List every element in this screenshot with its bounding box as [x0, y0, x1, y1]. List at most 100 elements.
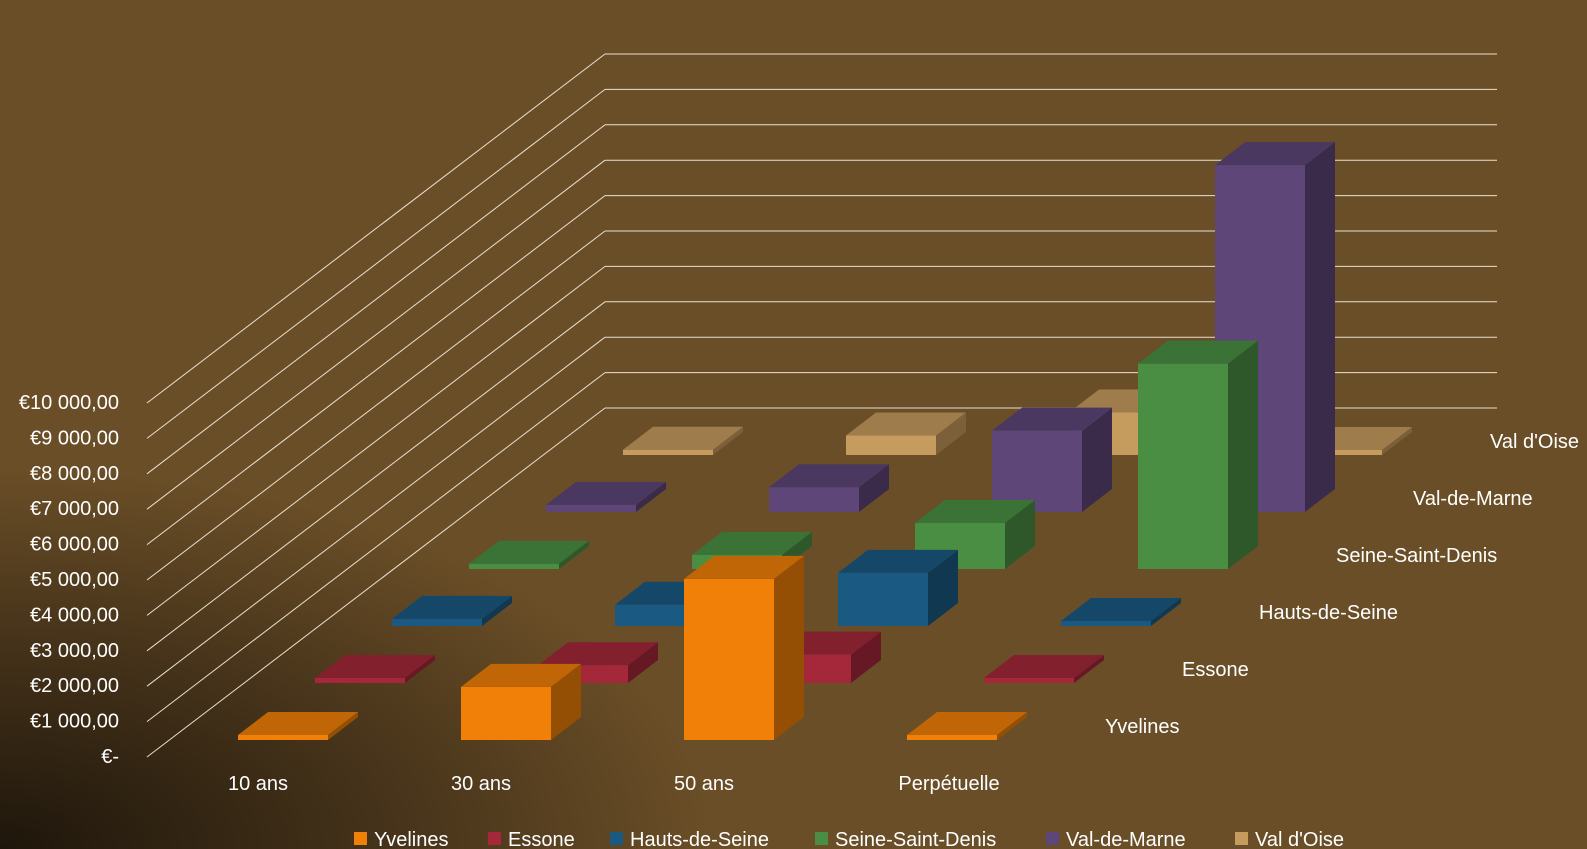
- y-tick-label: €2 000,00: [30, 675, 119, 697]
- bar-front: [238, 735, 328, 740]
- bar-front: [684, 578, 774, 740]
- gridline-side: [146, 195, 606, 545]
- bar-val-de-marne-50-ans: [992, 407, 1112, 512]
- bar-side: [997, 712, 1027, 740]
- legend-label: Yvelines: [374, 829, 449, 849]
- bar-essone-perpetuelle: [984, 655, 1104, 683]
- bar-front: [1061, 621, 1151, 626]
- bar-top: [1138, 340, 1258, 364]
- bar-front: [984, 678, 1074, 683]
- bar-yvelines-perpetuelle: [907, 712, 1027, 740]
- bar-seine-saint-denis-perpetuelle: [1138, 340, 1258, 569]
- legend-swatch: [1235, 832, 1248, 845]
- series-axis-label: Seine-Saint-Denis: [1336, 545, 1497, 567]
- series-axis-label: Hauts-de-Seine: [1259, 602, 1398, 624]
- bar-top: [915, 499, 1035, 523]
- bar-side: [1082, 407, 1112, 512]
- bar-side: [851, 631, 881, 683]
- x-tick-label: 30 ans: [451, 773, 511, 795]
- x-tick-label: 10 ans: [228, 773, 288, 795]
- legend-item-yvelines: Yvelines: [354, 829, 449, 849]
- y-tick-label: €4 000,00: [30, 604, 119, 626]
- bar-top: [846, 412, 966, 436]
- bar-side: [1005, 499, 1035, 569]
- bar-front: [315, 678, 405, 683]
- bar-side: [936, 412, 966, 455]
- bar-side: [1305, 142, 1335, 512]
- bar-side: [551, 663, 581, 740]
- legend-item-essone: Essone: [488, 829, 575, 849]
- bar-hauts-de-seine-10-ans: [392, 595, 512, 626]
- bar-seine-saint-denis-10-ans: [469, 540, 589, 569]
- bar-val-de-marne-30-ans: [769, 464, 889, 512]
- gridlines: [146, 53, 1497, 758]
- y-tick-label: €3 000,00: [30, 640, 119, 662]
- bar-top: [1215, 142, 1335, 166]
- legend-swatch: [610, 832, 623, 845]
- bar-top: [992, 407, 1112, 431]
- bar-yvelines-50-ans: [684, 555, 804, 740]
- bar-side: [1382, 427, 1412, 455]
- legend-label: Val d'Oise: [1255, 829, 1344, 849]
- legend-label: Hauts-de-Seine: [630, 829, 769, 849]
- bar-top: [1061, 598, 1181, 621]
- bar-val-de-marne-10-ans: [546, 481, 666, 512]
- gridline-side: [146, 159, 606, 510]
- bar-side: [559, 540, 589, 569]
- bar-side: [1074, 655, 1104, 683]
- legend-item-seine-saint-denis: Seine-Saint-Denis: [815, 829, 996, 849]
- bar-front: [846, 435, 936, 455]
- gridline-side: [146, 53, 606, 404]
- bar-top: [684, 555, 804, 579]
- bar-front: [461, 686, 551, 740]
- bar-top: [769, 464, 889, 488]
- bar-front: [469, 563, 559, 569]
- bar-side: [636, 481, 666, 512]
- bar-val-d-oise-30-ans: [846, 412, 966, 455]
- gridline-side: [146, 407, 606, 758]
- legend-swatch: [488, 832, 501, 845]
- bar-side: [859, 464, 889, 512]
- bar-hauts-de-seine-50-ans: [838, 549, 958, 626]
- x-tick-label: 50 ans: [674, 773, 734, 795]
- bar-yvelines-30-ans: [461, 663, 581, 740]
- legend-label: Val-de-Marne: [1066, 829, 1186, 849]
- bar-essone-10-ans: [315, 655, 435, 683]
- y-tick-label: €9 000,00: [30, 427, 119, 449]
- bar-front: [546, 504, 636, 512]
- bar-top: [315, 655, 435, 678]
- bar-side: [774, 555, 804, 740]
- legend-swatch: [354, 832, 367, 845]
- bar-front: [1138, 363, 1228, 569]
- y-tick-label: €1 000,00: [30, 711, 119, 733]
- legend-item-hauts-de-seine: Hauts-de-Seine: [610, 829, 769, 849]
- bar-top: [623, 426, 743, 450]
- bar-top: [984, 655, 1104, 678]
- legend-swatch: [1046, 832, 1059, 845]
- y-tick-label: €10 000,00: [19, 392, 119, 414]
- series-axis-label: Yvelines: [1105, 716, 1180, 738]
- axis-labels: €- €1 000,00 €2 000,00 €3 000,00 €4 000,00 €5…: [19, 392, 1579, 795]
- bar-front: [838, 572, 928, 626]
- bar-front: [615, 604, 705, 626]
- bar-side: [1228, 340, 1258, 569]
- y-tick-label: €7 000,00: [30, 498, 119, 520]
- bar-front: [992, 430, 1082, 512]
- legend: Yvelines Essone Hauts-de-Seine Seine-Saint-…: [354, 829, 1344, 849]
- bar-top: [538, 642, 658, 666]
- bar-top: [546, 481, 666, 505]
- bar-side: [482, 595, 512, 626]
- bar-side: [328, 712, 358, 740]
- series-axis-label: Val-de-Marne: [1413, 488, 1533, 510]
- bars: [238, 142, 1412, 740]
- bar-front: [769, 487, 859, 512]
- y-tick-label: €5 000,00: [30, 569, 119, 591]
- bar-top: [469, 540, 589, 564]
- bar-top: [392, 595, 512, 619]
- gridline-side: [146, 372, 606, 722]
- legend-label: Essone: [508, 829, 575, 849]
- x-tick-label: Perpétuelle: [898, 773, 999, 795]
- bar-front: [623, 449, 713, 455]
